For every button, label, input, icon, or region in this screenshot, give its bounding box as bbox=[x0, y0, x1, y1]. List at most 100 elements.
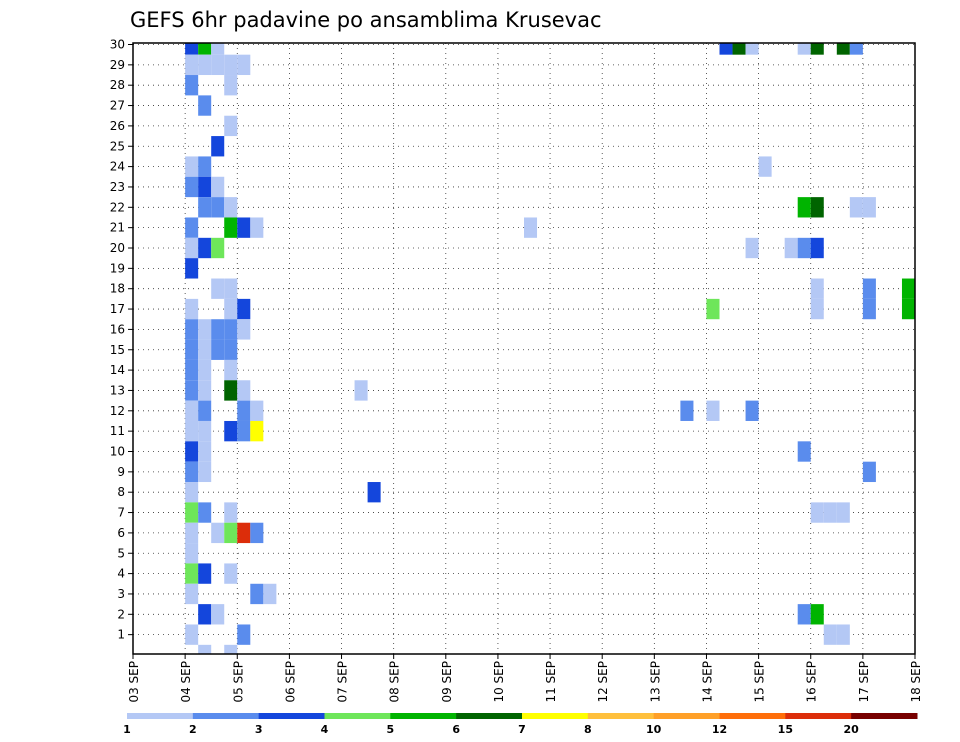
heatmap-cell bbox=[823, 624, 837, 645]
colorbar-swatch bbox=[653, 713, 720, 719]
heatmap-cell bbox=[224, 563, 238, 584]
heatmap-cell bbox=[224, 197, 238, 218]
y-tick-label: 26 bbox=[110, 119, 125, 133]
cell-layer bbox=[185, 43, 915, 654]
y-tick-label: 7 bbox=[117, 506, 125, 520]
heatmap-cell bbox=[354, 380, 368, 401]
colorbar-label: 10 bbox=[646, 723, 662, 736]
colorbar-label: 2 bbox=[189, 723, 197, 736]
heatmap-cell bbox=[198, 380, 212, 401]
heatmap-cell bbox=[224, 75, 238, 96]
x-tick-label: 05 SEP bbox=[231, 661, 245, 703]
heatmap-cell bbox=[237, 400, 251, 421]
y-tick-label: 20 bbox=[110, 241, 125, 255]
colorbar-label: 3 bbox=[255, 723, 263, 736]
heatmap-cell bbox=[224, 502, 238, 523]
heatmap-cell bbox=[211, 522, 225, 544]
colorbar-legend: 1 2 3 4 5 6 7 8 10 12 15 20 bbox=[123, 713, 918, 736]
y-tick-label: 29 bbox=[110, 58, 125, 72]
heatmap-cell bbox=[211, 319, 225, 340]
heatmap-cell bbox=[784, 237, 798, 259]
heatmap-cell bbox=[185, 522, 199, 544]
y-tick-label: 27 bbox=[110, 99, 125, 113]
heatmap-cell bbox=[185, 339, 199, 360]
y-tick-label: 13 bbox=[110, 383, 125, 397]
heatmap-cell bbox=[810, 604, 824, 625]
heatmap-cell bbox=[836, 43, 850, 55]
colorbar-label: 7 bbox=[518, 723, 526, 736]
colorbar-swatch bbox=[390, 713, 457, 719]
heatmap-cell bbox=[211, 604, 225, 625]
heatmap-cell bbox=[237, 54, 251, 76]
heatmap-cell bbox=[198, 420, 212, 442]
heatmap-cell bbox=[862, 298, 876, 320]
heatmap-cell bbox=[198, 441, 212, 462]
colorbar-swatch bbox=[324, 713, 391, 719]
heatmap-cell bbox=[185, 176, 199, 198]
heatmap-cell bbox=[810, 197, 824, 218]
x-tick-label: 08 SEP bbox=[388, 661, 402, 703]
colorbar-swatch bbox=[851, 713, 918, 719]
heatmap-cell bbox=[250, 400, 264, 421]
heatmap-cell bbox=[237, 217, 251, 238]
heatmap-cell bbox=[185, 319, 199, 340]
x-tick-label: 04 SEP bbox=[179, 661, 193, 703]
heatmap-cell bbox=[237, 522, 251, 544]
x-tick-label: 03 SEP bbox=[127, 661, 141, 703]
heatmap-cell bbox=[263, 583, 277, 605]
heatmap-cell bbox=[224, 522, 238, 544]
y-tick-label: 8 bbox=[117, 485, 125, 499]
y-tick-label: 10 bbox=[110, 445, 125, 459]
heatmap-cell bbox=[237, 319, 251, 340]
heatmap-cell bbox=[185, 258, 199, 279]
y-tick-label: 25 bbox=[110, 139, 125, 153]
heatmap-cell bbox=[185, 75, 199, 96]
x-tick-label: 12 SEP bbox=[596, 661, 610, 703]
heatmap-cell bbox=[198, 563, 212, 584]
heatmap-cell bbox=[198, 95, 212, 116]
heatmap-cell bbox=[250, 217, 264, 238]
heatmap-cell bbox=[237, 298, 251, 320]
y-tick-label: 24 bbox=[110, 160, 125, 174]
heatmap-cell bbox=[797, 237, 811, 259]
heatmap-cell bbox=[224, 644, 238, 654]
heatmap-cell bbox=[237, 380, 251, 401]
heatmap-cell bbox=[901, 298, 915, 320]
heatmap-cell bbox=[224, 420, 238, 442]
y-tick-label: 22 bbox=[110, 200, 125, 214]
heatmap-cell bbox=[185, 583, 199, 605]
heatmap-cell bbox=[185, 400, 199, 421]
heatmap-cell bbox=[185, 217, 199, 238]
colorbar-swatch bbox=[456, 713, 523, 719]
heatmap-cell bbox=[732, 43, 746, 55]
y-tick-label: 9 bbox=[117, 465, 125, 479]
heatmap-cell bbox=[224, 380, 238, 401]
heatmap-cell bbox=[237, 420, 251, 442]
heatmap-cell bbox=[185, 543, 199, 564]
heatmap-cell bbox=[823, 502, 837, 523]
heatmap-cell bbox=[198, 359, 212, 381]
x-tick-label: 07 SEP bbox=[336, 661, 350, 703]
heatmap-cell bbox=[211, 339, 225, 360]
colorbar-swatch bbox=[587, 713, 655, 719]
colorbar-swatch bbox=[719, 713, 786, 719]
heatmap-cell bbox=[211, 136, 225, 157]
y-tick-label: 23 bbox=[110, 180, 125, 194]
heatmap-cell bbox=[198, 319, 212, 340]
y-tick-label: 1 bbox=[117, 628, 125, 642]
colorbar-label: 20 bbox=[844, 723, 860, 736]
y-tick-label: 14 bbox=[110, 363, 125, 377]
heatmap-cell bbox=[849, 197, 863, 218]
y-tick-label: 18 bbox=[110, 282, 125, 296]
heatmap-cell bbox=[810, 502, 824, 523]
y-tick-label: 19 bbox=[110, 261, 125, 275]
colorbar-swatch bbox=[258, 713, 325, 719]
heatmap-cell bbox=[198, 43, 212, 55]
x-tick-label: 17 SEP bbox=[857, 661, 871, 703]
heatmap-cell bbox=[250, 420, 264, 442]
heatmap-cell bbox=[719, 43, 733, 55]
y-tick-label: 30 bbox=[110, 38, 125, 52]
heatmap-cell bbox=[185, 359, 199, 381]
colorbar-swatch bbox=[192, 713, 260, 719]
